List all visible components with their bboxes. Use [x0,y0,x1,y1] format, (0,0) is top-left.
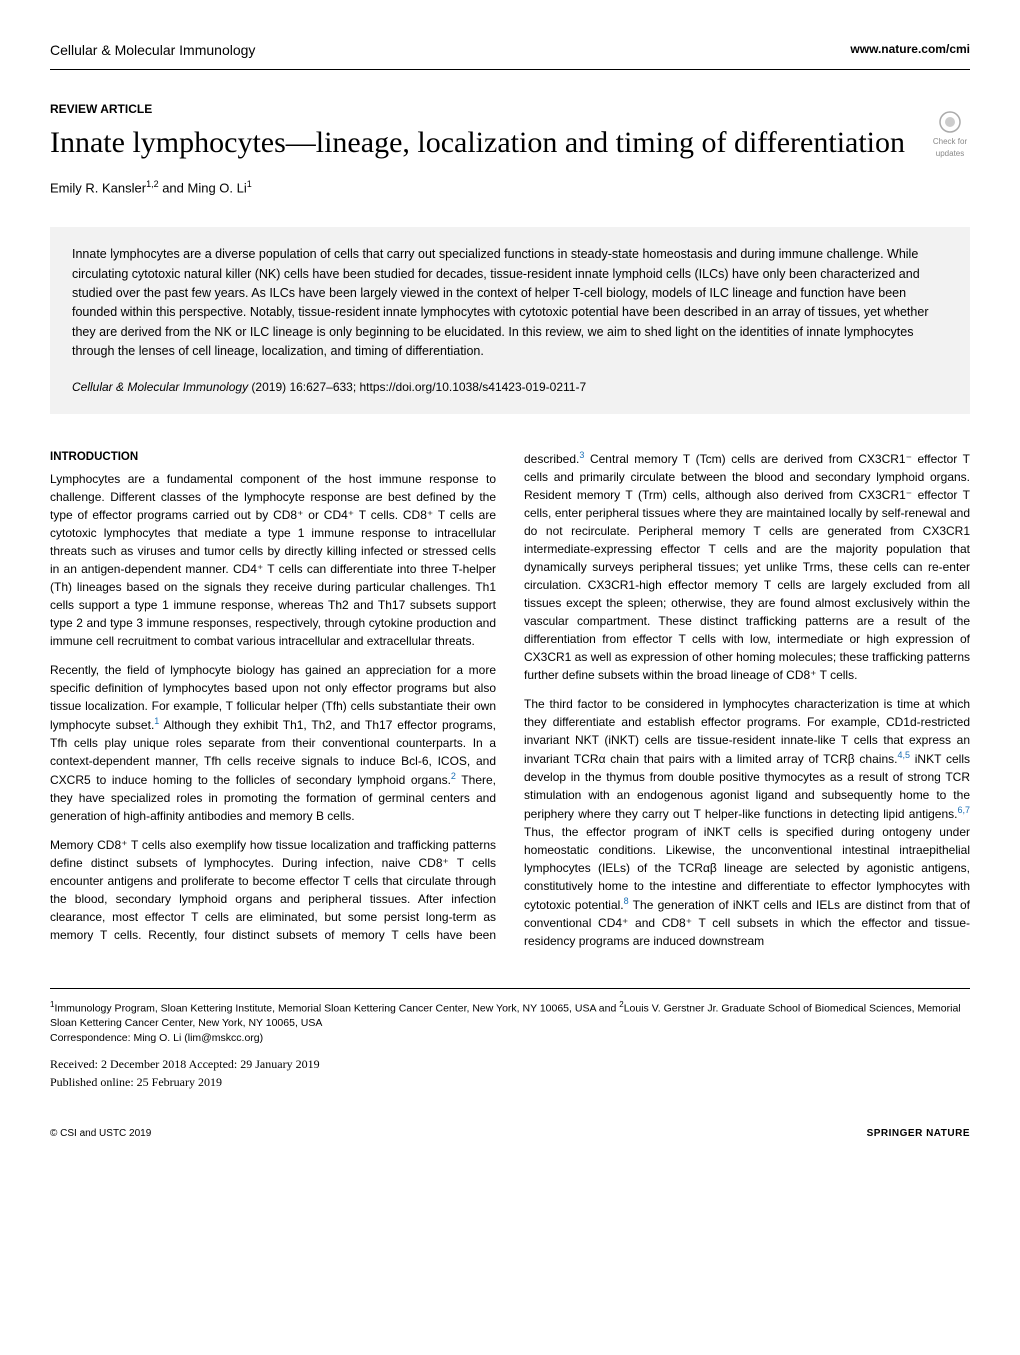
body-paragraph: Lymphocytes are a fundamental component … [50,470,496,650]
dates-block: Received: 2 December 2018 Accepted: 29 J… [50,1055,970,1091]
website-url[interactable]: www.nature.com/cmi [850,40,970,61]
body-columns: INTRODUCTION Lymphocytes are a fundament… [50,449,970,953]
page-header: Cellular & Molecular Immunology www.natu… [50,40,970,70]
check-updates-icon [938,110,962,134]
body-paragraph: The third factor to be considered in lym… [524,695,970,950]
copyright: © CSI and USTC 2019 [50,1126,151,1141]
abstract-text: Innate lymphocytes are a diverse populat… [72,245,948,361]
check-updates-label: Check for updates [933,137,967,158]
citation-journal: Cellular & Molecular Immunology [72,380,248,394]
page-footer: © CSI and USTC 2019 SPRINGER NATURE [50,1126,970,1141]
ref-link[interactable]: 6,7 [957,805,970,815]
article-type: REVIEW ARTICLE [50,100,970,118]
check-updates-badge[interactable]: Check for updates [930,110,970,160]
citation-details: (2019) 16:627–633; https://doi.org/10.10… [251,380,586,394]
body-paragraph: Recently, the field of lymphocyte biolog… [50,661,496,825]
abstract-box: Innate lymphocytes are a diverse populat… [50,227,970,414]
section-heading: INTRODUCTION [50,449,496,466]
authors: Emily R. Kansler1,2 and Ming O. Li1 [50,178,970,198]
publisher: SPRINGER NATURE [867,1126,970,1141]
journal-name: Cellular & Molecular Immunology [50,40,255,61]
article-title: Innate lymphocytes—lineage, localization… [50,124,970,162]
ref-link[interactable]: 4,5 [897,750,910,760]
divider [50,988,970,989]
published-date: Published online: 25 February 2019 [50,1073,970,1091]
correspondence: Correspondence: Ming O. Li (lim@mskcc.or… [50,1031,970,1046]
affiliations: 1Immunology Program, Sloan Kettering Ins… [50,999,970,1046]
received-date: Received: 2 December 2018 Accepted: 29 J… [50,1055,970,1073]
citation: Cellular & Molecular Immunology (2019) 1… [72,378,948,397]
affiliation-text: 1Immunology Program, Sloan Kettering Ins… [50,999,970,1031]
